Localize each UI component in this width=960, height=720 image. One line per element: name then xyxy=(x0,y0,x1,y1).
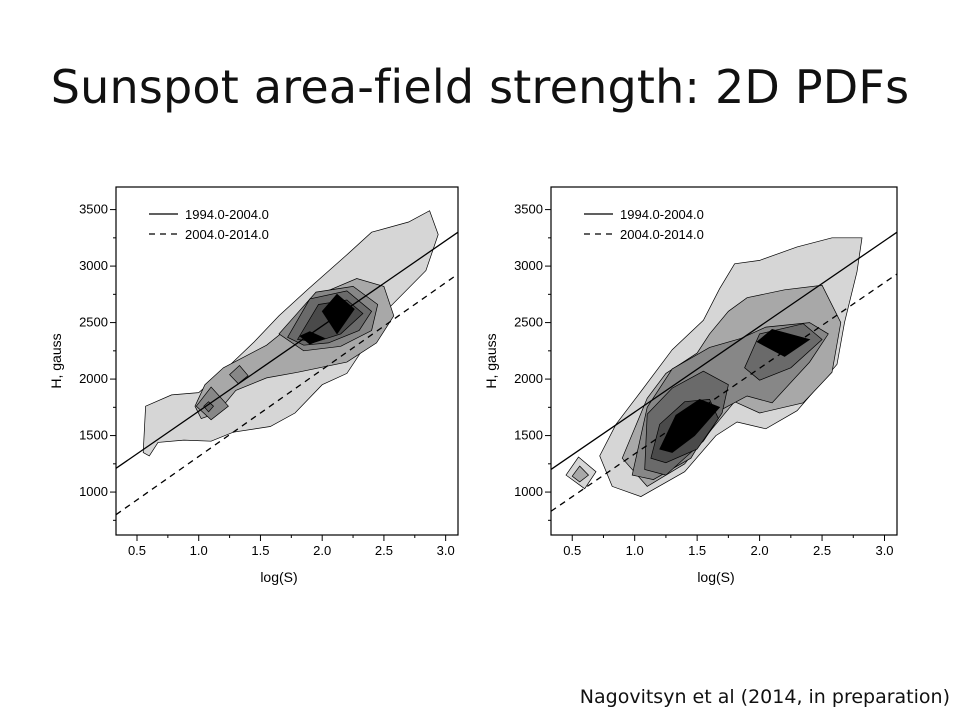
slide-title: Sunspot area-field strength: 2D PDFs xyxy=(50,60,910,114)
plot-frame xyxy=(115,186,459,536)
fit-line-dashed xyxy=(551,273,897,512)
y-tick-label: 3500 xyxy=(514,202,543,217)
x-tick-label: 3.0 xyxy=(437,543,455,558)
contour-level-3 xyxy=(195,386,229,421)
contour-level-3 xyxy=(229,364,249,385)
fit-line-solid xyxy=(551,231,897,471)
plot-area xyxy=(116,210,458,516)
legend-label: 2004.0-2014.0 xyxy=(620,227,704,242)
y-tick-label: 1500 xyxy=(514,428,543,443)
x-tick-label: 0.5 xyxy=(563,543,581,558)
y-tick-label: 2500 xyxy=(79,315,108,330)
x-tick-label: 1.0 xyxy=(626,543,644,558)
x-tick-label: 1.0 xyxy=(190,543,208,558)
legend-label: 1994.0-2004.0 xyxy=(620,207,704,222)
plot-frame xyxy=(550,186,898,536)
fit-line-dashed xyxy=(116,273,458,516)
y-tick-label: 1000 xyxy=(79,484,108,499)
contour-level-6 xyxy=(659,399,721,453)
y-tick-label: 3000 xyxy=(79,258,108,273)
x-tick-label: 0.5 xyxy=(128,543,146,558)
x-tick-label: 2.0 xyxy=(751,543,769,558)
y-axis-title: H, gauss xyxy=(483,333,499,388)
legend-label: 1994.0-2004.0 xyxy=(185,207,269,222)
x-axis-title: log(S) xyxy=(697,569,734,585)
citation-credit: Nagovitsyn et al (2014, in preparation) xyxy=(579,686,950,708)
y-axis-title: H, gauss xyxy=(48,333,64,388)
y-tick-label: 2000 xyxy=(514,371,543,386)
y-tick-label: 1500 xyxy=(79,428,108,443)
contour-level-6 xyxy=(756,329,811,357)
x-axis-title: log(S) xyxy=(260,569,297,585)
contour-level-4 xyxy=(203,401,214,413)
x-tick-label: 1.5 xyxy=(688,543,706,558)
x-tick-label: 1.5 xyxy=(251,543,269,558)
x-tick-label: 2.5 xyxy=(375,543,393,558)
y-tick-label: 2500 xyxy=(514,315,543,330)
x-tick-label: 2.0 xyxy=(313,543,331,558)
x-tick-label: 3.0 xyxy=(875,543,893,558)
y-tick-label: 3500 xyxy=(79,202,108,217)
contour-level-6 xyxy=(299,331,326,345)
x-tick-label: 2.5 xyxy=(813,543,831,558)
plot-area xyxy=(551,231,897,512)
chart-left: 0.5 1.0 1.5 2.0 2.5 3.0 1000 1500 2000 2500 3000 35… xyxy=(48,186,459,585)
fit-line-solid xyxy=(116,231,458,469)
contour-level-2 xyxy=(571,465,590,483)
y-tick-label: 2000 xyxy=(79,371,108,386)
legend-label: 2004.0-2014.0 xyxy=(185,227,269,242)
chart-right: 0.5 1.0 1.5 2.0 2.5 3.0 1000 1500 2000 2500 3000 35… xyxy=(483,186,898,585)
y-tick-label: 3000 xyxy=(514,258,543,273)
legend: 1994.0-2004.0 2004.0-2014.0 xyxy=(584,207,704,242)
legend: 1994.0-2004.0 2004.0-2014.0 xyxy=(149,207,269,242)
y-tick-label: 1000 xyxy=(514,484,543,499)
